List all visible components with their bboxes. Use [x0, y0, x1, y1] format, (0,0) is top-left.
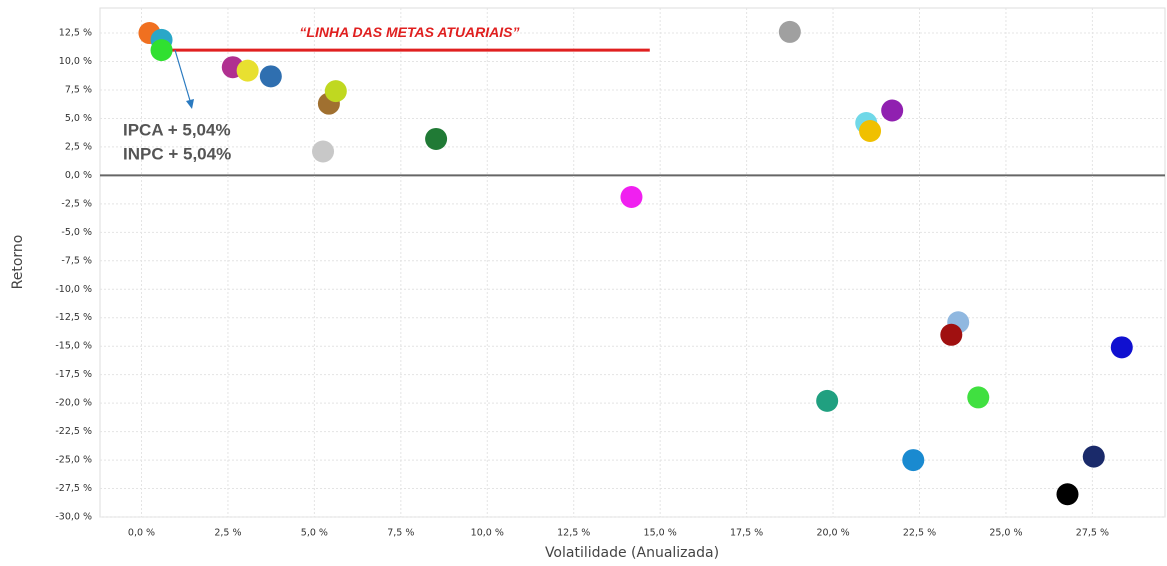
x-tick-label: 5,0 %	[301, 528, 328, 539]
y-tick-label: -20,0 %	[55, 398, 92, 409]
point	[425, 127, 448, 150]
x-axis-title: Volatilidade (Anualizada)	[545, 545, 719, 561]
point	[259, 65, 282, 88]
x-tick-label: 17,5 %	[730, 528, 763, 539]
y-tick-label: -17,5 %	[55, 369, 92, 380]
point	[881, 99, 904, 122]
y-tick-label: -2,5 %	[61, 198, 92, 209]
y-tick-label: 0,0 %	[65, 170, 92, 181]
y-tick-label: -5,0 %	[61, 227, 92, 238]
y-tick-label: -22,5 %	[55, 426, 92, 437]
y-tick-label: -25,0 %	[55, 455, 92, 466]
plot-area	[99, 7, 1166, 518]
y-tick-label: 7,5 %	[65, 84, 92, 95]
point	[324, 80, 347, 103]
point	[778, 20, 801, 43]
point	[236, 59, 259, 82]
y-tick-label: 12,5 %	[59, 28, 92, 39]
arrow-head	[186, 99, 194, 109]
x-tick-label: 27,5 %	[1076, 528, 1109, 539]
y-tick-label: 2,5 %	[65, 141, 92, 152]
y-tick-label: -30,0 %	[55, 512, 92, 523]
x-tick-label: 2,5 %	[214, 528, 241, 539]
reference-label: “LINHA DAS METAS ATUARIAIS”	[299, 24, 519, 40]
point	[902, 449, 925, 472]
grid	[100, 8, 1165, 518]
x-tick-label: 0,0 %	[128, 528, 155, 539]
point	[620, 186, 643, 209]
point	[1110, 336, 1133, 359]
point	[150, 39, 173, 62]
x-tick-label: 20,0 %	[816, 528, 849, 539]
x-tick-label: 12,5 %	[557, 528, 590, 539]
y-axis-title: Retorno	[10, 235, 26, 290]
x-tick-label: 22,5 %	[903, 528, 936, 539]
x-tick-label: 15,0 %	[644, 528, 677, 539]
x-tick-label: 7,5 %	[387, 528, 414, 539]
point	[816, 389, 839, 412]
point	[859, 119, 882, 142]
annotation: IPCA + 5,04%	[123, 120, 231, 139]
arrow	[174, 49, 192, 105]
point	[967, 386, 990, 409]
y-tick-label: -10,0 %	[55, 284, 92, 295]
y-tick-label: -12,5 %	[55, 312, 92, 323]
point	[312, 140, 335, 163]
x-tick-label: 10,0 %	[471, 528, 504, 539]
point	[940, 323, 963, 346]
marks	[138, 20, 1133, 506]
point	[1082, 445, 1105, 468]
point	[1056, 483, 1079, 506]
y-tick-label: -7,5 %	[61, 255, 92, 266]
x-tick-label: 25,0 %	[989, 528, 1022, 539]
y-tick-label: 10,0 %	[59, 56, 92, 67]
annotation: INPC + 5,04%	[123, 144, 231, 163]
y-tick-label: -15,0 %	[55, 341, 92, 352]
y-tick-label: -27,5 %	[55, 483, 92, 494]
y-tick-label: 5,0 %	[65, 113, 92, 124]
